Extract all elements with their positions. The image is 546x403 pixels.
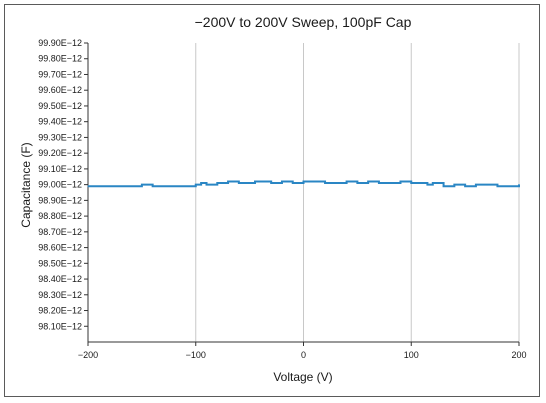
data-point (464, 185, 466, 187)
y-tick-label: 99.80E−12 (38, 54, 82, 64)
data-point (249, 182, 251, 184)
y-axis-label: Capacitance (F) (19, 142, 33, 227)
data-point (313, 180, 315, 183)
data-point (195, 184, 197, 186)
data-point (238, 182, 240, 184)
y-tick-label: 98.30E−12 (38, 290, 82, 300)
x-axis-ticks: −200 −100 0 100 200 (78, 342, 527, 360)
data-point (426, 184, 429, 186)
data-point (486, 184, 488, 186)
data-point (367, 180, 369, 183)
data-point (130, 185, 132, 187)
chart-title: −200V to 200V Sweep, 100pF Cap (195, 14, 412, 30)
data-point (518, 184, 520, 186)
data-point (346, 180, 348, 183)
y-tick-label: 99.10E−12 (38, 164, 82, 174)
x-tick-label: −200 (78, 350, 98, 360)
x-tick-label: 100 (404, 350, 419, 360)
y-tick-label: 98.60E−12 (38, 243, 82, 253)
y-axis-ticks: 98.10E−12 98.20E−12 98.30E−12 98.40E−12 98.5… (38, 38, 88, 331)
series-group (87, 180, 520, 188)
y-tick-label: 99.40E−12 (38, 117, 82, 127)
data-point (410, 182, 412, 184)
y-tick-label: 98.50E−12 (38, 258, 82, 268)
data-point (335, 182, 337, 184)
data-point (281, 180, 283, 183)
y-tick-label: 98.70E−12 (38, 227, 82, 237)
y-tick-label: 99.90E−12 (38, 38, 82, 48)
data-point (205, 184, 208, 186)
y-tick-label: 98.10E−12 (38, 321, 82, 331)
data-point (432, 182, 434, 184)
data-point (442, 185, 445, 187)
y-tick-label: 98.90E−12 (38, 195, 82, 205)
data-point (378, 182, 380, 184)
data-point (152, 185, 154, 187)
data-point (200, 182, 202, 184)
data-point (496, 185, 499, 187)
y-tick-label: 98.40E−12 (38, 274, 82, 284)
data-point (421, 182, 423, 184)
grid-lines (195, 43, 520, 342)
y-tick-label: 98.80E−12 (38, 211, 82, 221)
y-tick-label: 98.20E−12 (38, 306, 82, 316)
y-tick-label: 99.50E−12 (38, 101, 82, 111)
data-point (507, 185, 509, 187)
y-tick-label: 99.30E−12 (38, 132, 82, 142)
y-tick-label: 99.70E−12 (38, 69, 82, 79)
data-point (292, 182, 294, 184)
data-point (453, 184, 455, 186)
data-point (324, 182, 326, 184)
data-point (254, 180, 256, 183)
y-tick-label: 99.20E−12 (38, 148, 82, 158)
x-tick-label: 0 (301, 350, 306, 360)
y-tick-label: 99.00E−12 (38, 180, 82, 190)
chart-frame (4, 4, 540, 397)
data-point (475, 184, 477, 186)
data-point (141, 184, 143, 186)
data-point (302, 180, 305, 183)
data-point (259, 180, 261, 183)
data-point (399, 180, 402, 183)
y-tick-label: 99.60E−12 (38, 85, 82, 95)
data-point (270, 182, 272, 184)
data-point (227, 180, 229, 183)
x-tick-label: 200 (511, 350, 526, 360)
data-point (389, 182, 391, 184)
data-point (356, 182, 358, 184)
x-tick-label: −100 (186, 350, 206, 360)
data-point (216, 182, 218, 184)
data-point (87, 185, 89, 187)
x-axis-label: Voltage (V) (273, 370, 332, 384)
